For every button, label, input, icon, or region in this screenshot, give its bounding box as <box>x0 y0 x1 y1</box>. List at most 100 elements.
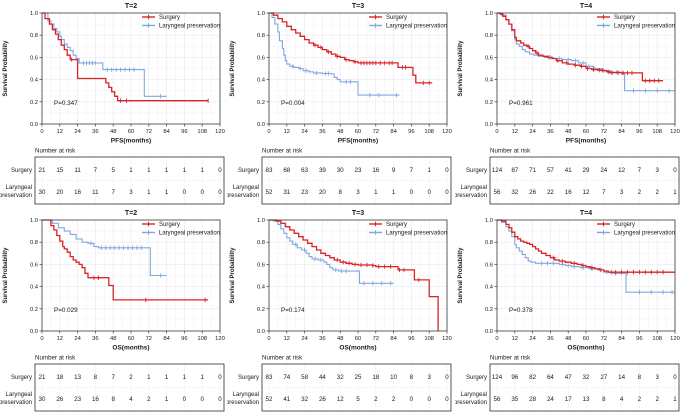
y-axis-label: Survival Probability <box>458 247 464 304</box>
x-tick-label: 84 <box>618 336 625 342</box>
risk-value-laryngeal: 7 <box>602 189 606 196</box>
x-axis-label: OS(months) <box>112 345 149 352</box>
risk-value-laryngeal: 0 <box>200 189 204 196</box>
y-tick-label: 0.0 <box>30 329 38 335</box>
risk-table-border <box>34 363 225 412</box>
risk-value-laryngeal: 2 <box>655 189 659 196</box>
risk-value-laryngeal: 1 <box>147 189 151 196</box>
risk-value-surgery: 3 <box>655 167 659 174</box>
risk-row-label-preservation: preservation <box>227 400 259 406</box>
x-tick-label: 120 <box>442 336 452 342</box>
risk-value-laryngeal: 52 <box>266 189 273 196</box>
risk-row-label-laryngeal: Laryngeal <box>6 185 32 191</box>
y-tick-label: 0.2 <box>485 307 493 313</box>
legend-label-surgery: Surgery <box>614 15 635 21</box>
risk-value-laryngeal: 3 <box>620 189 624 196</box>
y-tick-label: 0.6 <box>30 262 38 268</box>
risk-value-surgery: 83 <box>266 374 273 381</box>
x-tick-label: 72 <box>146 336 152 342</box>
risk-value-laryngeal: 0 <box>183 396 187 403</box>
x-axis-label: OS(months) <box>339 345 376 352</box>
legend-label-surgery: Surgery <box>386 222 407 228</box>
y-tick-label: 0.4 <box>485 285 494 291</box>
y-tick-label: 1.0 <box>257 218 265 224</box>
risk-value-surgery: 8 <box>94 374 98 381</box>
risk-value-laryngeal: 1 <box>165 189 169 196</box>
x-tick-label: 24 <box>529 129 536 135</box>
risk-row-label-surgery: Surgery <box>466 168 487 174</box>
risk-value-surgery: 1 <box>200 167 204 174</box>
risk-value-laryngeal: 1 <box>374 189 378 196</box>
x-tick-label: 84 <box>163 129 170 135</box>
risk-value-laryngeal: 56 <box>494 396 501 403</box>
y-tick-label: 0.2 <box>485 100 493 106</box>
risk-value-surgery: 16 <box>372 167 379 174</box>
x-tick-label: 84 <box>390 336 397 342</box>
risk-value-surgery: 27 <box>600 374 607 381</box>
risk-value-surgery: 25 <box>355 374 362 381</box>
risk-value-surgery: 1 <box>427 167 431 174</box>
risk-value-laryngeal: 7 <box>111 189 115 196</box>
y-tick-label: 0.8 <box>30 33 38 39</box>
risk-value-surgery: 83 <box>266 167 273 174</box>
risk-value-surgery: 87 <box>511 167 518 174</box>
p-value-label: P=0.961 <box>509 100 533 107</box>
y-tick-label: 1.0 <box>485 11 493 17</box>
x-tick-label: 108 <box>197 336 207 342</box>
risk-value-laryngeal: 16 <box>74 189 81 196</box>
x-tick-label: 36 <box>319 336 325 342</box>
risk-value-laryngeal: 0 <box>183 189 187 196</box>
risk-value-laryngeal: 32 <box>301 396 308 403</box>
x-tick-label: 84 <box>163 336 170 342</box>
km-curve-surgery <box>42 219 209 301</box>
km-curve-laryngeal-preservation <box>42 12 167 97</box>
risk-value-surgery: 64 <box>547 374 554 381</box>
risk-value-laryngeal: 0 <box>410 396 414 403</box>
risk-value-surgery: 12 <box>618 167 625 174</box>
x-tick-label: 36 <box>547 129 553 135</box>
risk-row-label-surgery: Surgery <box>238 168 259 174</box>
panel-background <box>227 0 454 207</box>
risk-value-surgery: 96 <box>511 374 518 381</box>
x-tick-label: 0 <box>267 336 270 342</box>
number-at-risk-header: Number at risk <box>35 355 76 362</box>
risk-value-laryngeal: 1 <box>392 189 396 196</box>
risk-value-laryngeal: 3 <box>129 189 133 196</box>
y-tick-label: 1.0 <box>30 11 38 17</box>
y-tick-label: 0.4 <box>30 285 39 291</box>
risk-value-surgery: 32 <box>337 374 344 381</box>
panel-background <box>0 0 227 207</box>
p-value-label: P=0.029 <box>54 307 78 314</box>
km-curve-surgery <box>269 219 439 331</box>
risk-value-surgery: 14 <box>618 374 625 381</box>
x-axis-label: PFS(months) <box>338 138 378 145</box>
y-tick-label: 1.0 <box>485 218 493 224</box>
x-tick-label: 48 <box>565 336 571 342</box>
x-tick-label: 96 <box>181 129 187 135</box>
risk-value-surgery: 1 <box>200 374 204 381</box>
risk-value-laryngeal: 17 <box>565 396 572 403</box>
y-tick-label: 0.6 <box>485 55 493 61</box>
risk-value-surgery: 8 <box>638 374 642 381</box>
panel-title: T=3 <box>352 3 364 10</box>
panel-title: T=2 <box>125 3 137 10</box>
x-tick-label: 60 <box>128 336 134 342</box>
panel-title: T=4 <box>580 3 592 10</box>
x-tick-label: 72 <box>601 336 607 342</box>
x-tick-label: 48 <box>337 336 343 342</box>
p-value-label: P=0.378 <box>509 307 533 314</box>
legend-label-laryngeal-preservation: Laryngeal preservation <box>386 24 447 30</box>
risk-value-surgery: 13 <box>74 374 81 381</box>
risk-value-surgery: 1 <box>165 374 169 381</box>
risk-value-surgery: 24 <box>600 167 607 174</box>
risk-row-label-preservation: preservation <box>455 193 487 199</box>
risk-value-laryngeal: 2 <box>638 396 642 403</box>
legend-label-surgery: Surgery <box>614 222 635 228</box>
risk-value-surgery: 10 <box>390 374 397 381</box>
risk-value-laryngeal: 0 <box>218 396 222 403</box>
x-tick-label: 108 <box>424 129 434 135</box>
y-axis-label: Survival Probability <box>230 40 236 97</box>
risk-value-laryngeal: 4 <box>620 396 624 403</box>
risk-value-surgery: 5 <box>111 167 115 174</box>
panel-title: T=2 <box>125 210 137 217</box>
